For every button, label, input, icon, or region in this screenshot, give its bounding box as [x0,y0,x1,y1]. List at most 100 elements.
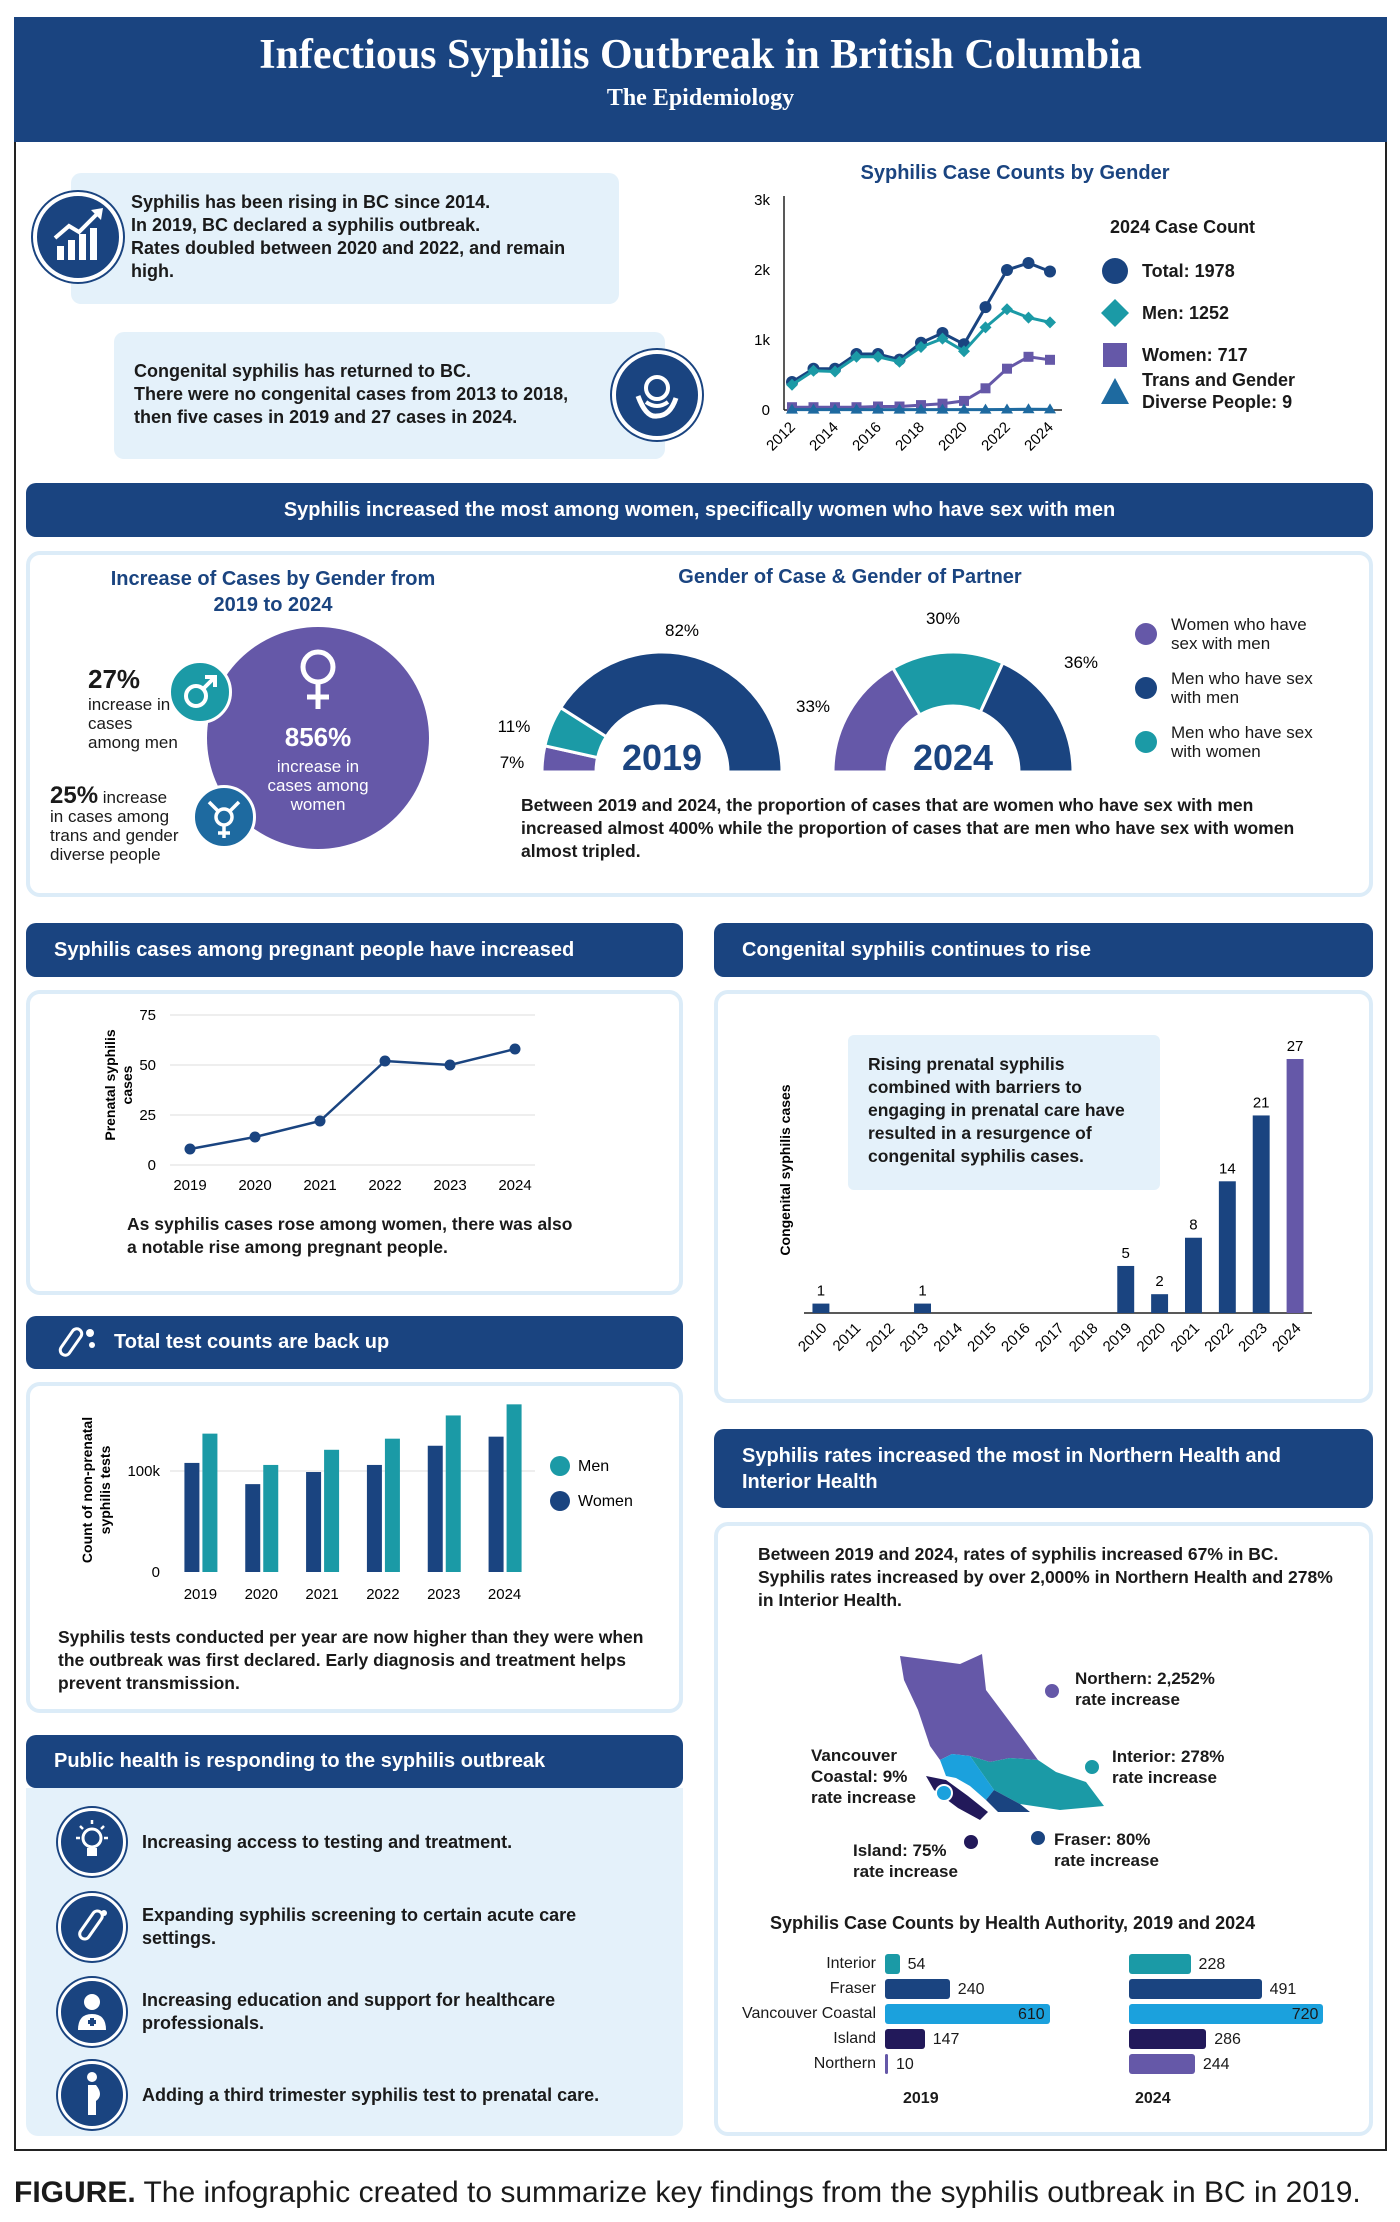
bar-value-label: 14 [1219,1160,1236,1177]
info-box-rising: Syphilis has been rising in BC since 201… [71,173,619,304]
ha-year-label: 2024 [1135,2090,1171,2107]
lightbulb-icon [58,1808,126,1876]
point-men [979,321,992,334]
bar-2019 [1117,1265,1135,1313]
ha-bar-2024 [1129,1979,1262,1999]
donut-year-label: 2019 [622,737,702,778]
donut-segment-2024 [978,660,1075,774]
transgender-icon [192,785,256,849]
donut-segment-2019 [558,650,784,774]
segment-label: 30% [926,610,960,628]
bar-2023 [1252,1115,1270,1313]
legend-dot-icon [1135,677,1157,699]
point-total [1001,264,1013,276]
x-tick-label: 2018 [892,419,928,455]
public-item-label: Adding a third trimester syphilis test t… [142,2084,600,2105]
congenital-callout: Rising prenatal syphilis combined with b… [848,1035,1160,1190]
rates-panel [714,1522,1373,2136]
legend-dot-icon [550,1491,570,1511]
bar-2022 [1218,1181,1236,1313]
point-women [1023,351,1034,362]
point-trans [786,403,798,414]
public-item: Increasing education and support for hea… [58,1978,658,2046]
map-label-line: Coastal: 9% [811,1767,908,1786]
prenatal-line [189,1047,516,1151]
y-axis-label: Prenatal syphilis [102,1029,118,1140]
ha-bar-value: 228 [1198,1956,1226,1973]
ha-bar-2019 [885,2004,1050,2024]
point-trans [872,403,884,414]
info-text: Congenital syphilis has returned to BC. [134,361,472,381]
bar-value-label: 5 [1122,1245,1130,1262]
legend-item: Men who have sex with men [1135,669,1365,707]
point-trans [915,403,927,414]
map-label-line: rate increase [811,1788,916,1807]
map-label-line: Fraser: 80% [1054,1830,1151,1849]
segment-label: 33% [796,697,830,716]
header: Infectious Syphilis Outbreak in British … [14,17,1387,142]
point-trans [958,403,970,414]
y-tick-label: 25 [139,1107,156,1124]
test-tube-icon [58,1893,126,1961]
title-line: Increase of Cases by Gender from [110,568,436,590]
ha-bar-2024 [1129,2029,1207,2049]
header-tests: Total test counts are back up [26,1316,683,1369]
y-axis-label: Congenital syphilis cases [777,1084,793,1255]
bar-2013 [914,1303,931,1313]
trend-chart-icon [33,192,123,282]
segment-label: 36% [1064,653,1098,672]
public-item-label: Increasing access to testing and treatme… [142,1831,513,1852]
ha-chart-title: Syphilis Case Counts by Health Authority… [770,1913,1256,1933]
x-tick-label: 2014 [930,1320,966,1356]
map-label-line: Interior: 278% [1112,1747,1225,1766]
legend-label: Men who have sex with women [1171,723,1313,761]
ha-category-label: Northern [813,2055,876,2072]
data-point [379,1055,391,1067]
segment-label: 11% [498,717,531,736]
map-vancouver-coastal [940,1754,994,1800]
point-trans [936,403,949,414]
ha-bar-value: 286 [1214,2031,1241,2048]
ha-bar-value: 10 [896,2056,914,2073]
point-trans [979,403,992,414]
women-pct: 856% [284,722,352,752]
legend-item: Women: 717 [1100,342,1380,368]
x-tick-label: 2022 [978,419,1014,455]
legend-title: 2024 Case Count [1110,217,1256,237]
circle-marker-icon [1100,256,1130,286]
bar-value-label: 27 [1287,1038,1304,1055]
point-men [807,364,820,377]
legend-label: Trans and Gender Diverse People: 9 [1142,369,1295,413]
x-tick-label: 2012 [863,1320,899,1356]
point-men [872,350,884,363]
legend-dot-icon [1135,731,1157,753]
y-tick-label: 0 [762,402,770,419]
point-men [958,345,970,358]
x-tick-label: 2021 [1167,1320,1203,1356]
bar-value-label: 2 [1155,1273,1163,1290]
triangle-marker-icon [1100,376,1130,406]
y-tick-label: 50 [139,1057,156,1074]
map-northern [900,1654,1038,1762]
x-tick-label: 2022 [1201,1320,1237,1356]
legend-item: Total: 1978 [1100,258,1380,284]
x-tick-label: 2020 [1134,1320,1170,1356]
data-point [314,1115,326,1127]
bar-women [184,1462,200,1572]
pregnant-panel [26,990,683,1295]
donut-year-label: 2024 [913,737,993,778]
map-marker-interior [1083,1758,1101,1776]
ha-bar-value: 244 [1202,2056,1230,2073]
female-icon [300,649,336,709]
legend-label: Men [578,1458,609,1475]
bar-2020 [1151,1294,1169,1313]
case-counts-title: Syphilis Case Counts by Gender [860,162,1170,184]
figure-caption: FIGURE. The infographic created to summa… [14,2176,1361,2210]
legend-label: Total: 1978 [1142,261,1235,281]
data-point [249,1131,261,1143]
map-label-line: rate increase [1112,1768,1217,1787]
case-counts-chart: 0 1k 2k 3k 2012 2014 2016 2018 2020 2022 2024 [754,192,1062,455]
y-axis-label: syphilis tests [97,1445,113,1534]
x-tick-label: 2012 [763,419,799,455]
